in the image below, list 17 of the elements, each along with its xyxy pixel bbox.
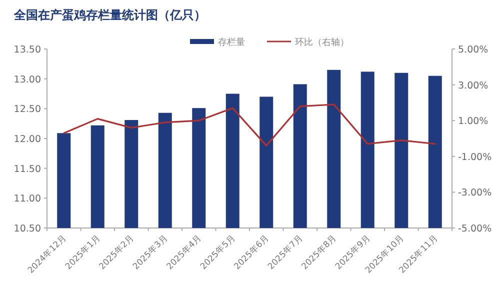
y-tick-label: 11.00 [14, 194, 41, 205]
legend-label: 存栏量 [218, 37, 245, 48]
y-tick-label: 12.00 [14, 134, 41, 145]
y2-tick-label: 5.00% [458, 44, 488, 56]
y-tick-label: 10.50 [14, 224, 41, 234]
y-tick-label: 13.00 [14, 74, 41, 86]
y2-tick-label: 3.00% [458, 80, 488, 92]
y2-tick-label: -1.00% [458, 152, 492, 163]
chart-title: 全国在产蛋鸡存栏量统计图（亿只） [13, 8, 206, 22]
line-series [63, 104, 436, 146]
y-tick-label: 12.50 [14, 104, 41, 116]
y2-tick-label: 1.00% [458, 116, 488, 128]
y2-tick-label: -5.00% [458, 224, 492, 234]
y2-tick-label: -3.00% [458, 188, 492, 199]
y-tick-label: 11.50 [14, 164, 41, 175]
legend-label: 环比（右轴） [295, 37, 349, 48]
y-tick-label: 13.50 [14, 44, 41, 56]
